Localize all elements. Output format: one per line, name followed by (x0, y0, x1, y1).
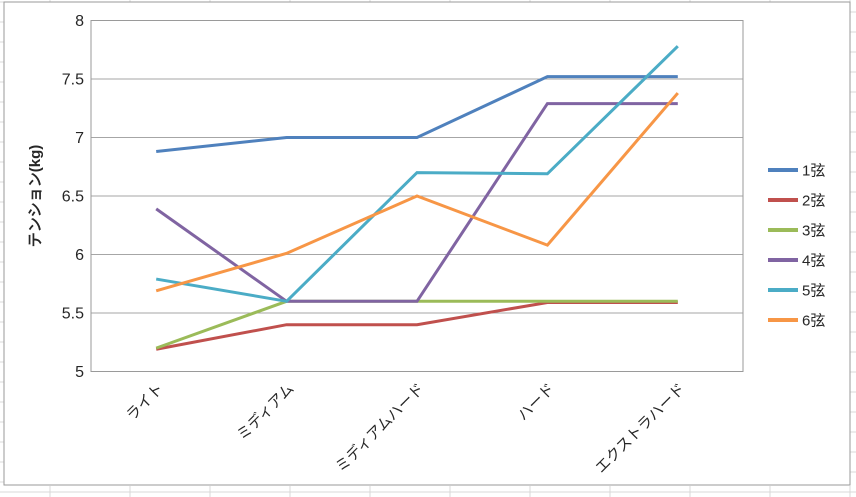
y-tick-label: 8 (75, 13, 84, 30)
legend-label: 5弦 (802, 283, 825, 300)
y-tick-label: 7.5 (62, 72, 84, 89)
legend-label: 2弦 (802, 193, 825, 210)
y-axis-title: テンション(kg) (27, 145, 44, 248)
legend-label: 6弦 (802, 313, 825, 330)
y-tick-label: 5.5 (62, 306, 84, 323)
y-axis-tick-labels: 8 7.5 7 6.5 6 5.5 5 (62, 13, 84, 381)
legend-item-3弦[interactable]: 3弦 (768, 223, 825, 240)
series-lines (155, 45, 679, 351)
legend-label: 4弦 (802, 253, 825, 270)
series-line-1弦[interactable] (156, 75, 678, 154)
legend-item-1弦[interactable]: 1弦 (768, 163, 825, 180)
y-tick-label: 6 (75, 247, 84, 264)
y-tick-label: 7 (75, 130, 84, 147)
legend[interactable]: 1弦 2弦 3弦 4弦 5弦 6弦 (768, 163, 825, 330)
legend-label: 1弦 (802, 163, 825, 180)
legend-label: 3弦 (802, 223, 825, 240)
legend-item-2弦[interactable]: 2弦 (768, 193, 825, 210)
series-line-6弦[interactable] (155, 92, 679, 293)
legend-item-5弦[interactable]: 5弦 (768, 283, 825, 300)
legend-item-4弦[interactable]: 4弦 (768, 253, 825, 270)
series-line-4弦[interactable] (155, 102, 678, 303)
plot-area-border (90, 20, 744, 372)
y-tick-label: 5 (75, 364, 84, 381)
chart-area-border[interactable] (3, 1, 851, 486)
series-line-5弦[interactable] (155, 45, 679, 303)
legend-item-6弦[interactable]: 6弦 (768, 313, 825, 330)
y-tick-label: 6.5 (62, 189, 84, 206)
